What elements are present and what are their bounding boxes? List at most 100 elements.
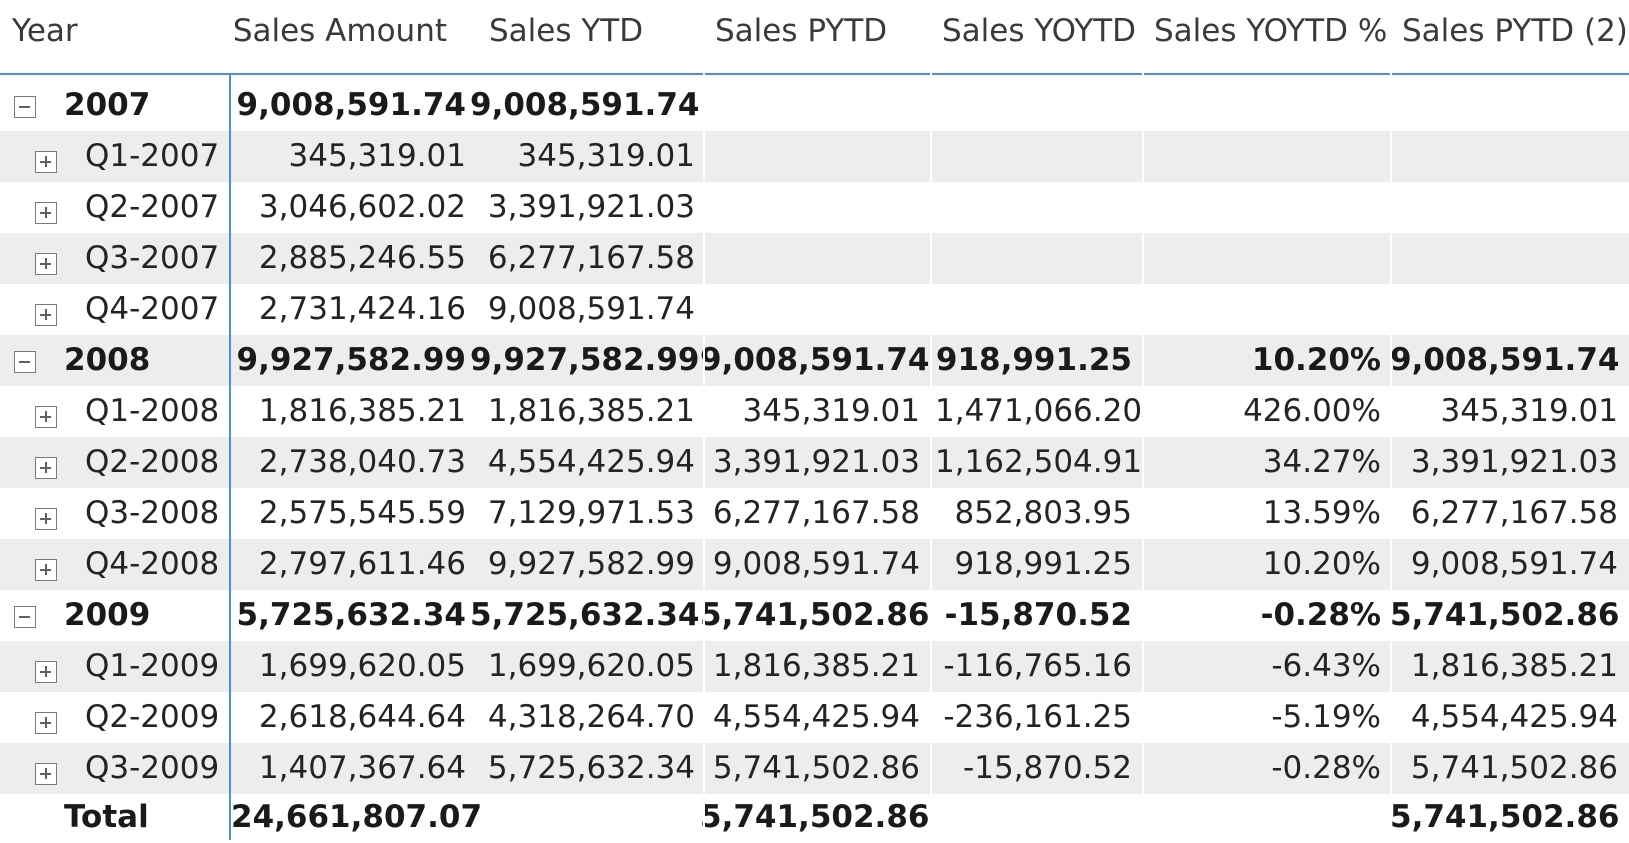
column-header-sales-pytd[interactable]: Sales PYTD: [715, 13, 888, 49]
expand-icon[interactable]: [35, 406, 57, 428]
column-header-year[interactable]: Year: [12, 13, 78, 49]
expand-icon[interactable]: [35, 661, 57, 683]
cell-sales-pytd-2: 6,277,167.58: [1410, 495, 1618, 531]
quarter-row: Q2-2009 2,618,644.64 4,318,264.70 4,554,425…: [0, 692, 1629, 743]
cell-sales-yoytd: -116,765.16: [943, 648, 1132, 684]
quarter-label[interactable]: Q4-2008: [85, 546, 220, 582]
cell-sales-amount: 2,575,545.59: [258, 495, 466, 531]
cell-sales-pytd-2: 4,554,425.94: [1410, 699, 1618, 735]
expand-icon[interactable]: [35, 508, 57, 530]
cell-sales-pytd-2: [1390, 233, 1618, 284]
cell-sales-pytd-2: 345,319.01: [1440, 393, 1619, 429]
cell-sales-pytd: 9,008,591.74: [712, 546, 920, 582]
quarter-row: Q4-2008 2,797,611.46 9,927,582.99 9,008,591…: [0, 539, 1629, 590]
cell-sales-pytd-2: 5,741,502.86: [1390, 597, 1620, 633]
cell-sales-yoytd: 918,991.25: [935, 342, 1132, 378]
cell-sales-pytd-2: 3,391,921.03: [1410, 444, 1618, 480]
cell-sales-yoytd-pct: -0.28%: [1260, 597, 1381, 633]
quarter-row: Q3-2009 1,407,367.64 5,725,632.34 5,741,502…: [0, 743, 1629, 794]
column-header-sales-ytd[interactable]: Sales YTD: [489, 13, 644, 49]
expand-icon[interactable]: [35, 202, 57, 224]
year-label[interactable]: 2008: [64, 342, 151, 378]
year-label[interactable]: 2009: [64, 597, 151, 633]
quarter-label[interactable]: Q3-2009: [85, 750, 220, 786]
expand-icon[interactable]: [35, 151, 57, 173]
expand-icon[interactable]: [35, 457, 57, 479]
expand-icon[interactable]: [35, 712, 57, 734]
year-row: 2007 9,008,591.74 9,008,591.74: [0, 80, 1629, 131]
quarter-row: Q1-2008 1,816,385.21 1,816,385.21 345,319.0…: [0, 386, 1629, 437]
quarter-label[interactable]: Q4-2007: [85, 291, 220, 327]
cell-sales-yoytd-pct: [1145, 182, 1381, 233]
cell-sales-pytd-2: [1390, 131, 1618, 182]
cell-sales-pytd: 3,391,921.03: [712, 444, 920, 480]
collapse-icon[interactable]: [14, 351, 36, 373]
cell-sales-amount: 9,008,591.74: [236, 87, 466, 123]
cell-sales-pytd: 4,554,425.94: [712, 699, 920, 735]
quarter-label[interactable]: Q2-2007: [85, 189, 220, 225]
cell-sales-yoytd: 1,471,066.20: [935, 393, 1143, 429]
column-separator: [1142, 0, 1144, 840]
quarter-label[interactable]: Q3-2008: [85, 495, 220, 531]
expand-icon[interactable]: [35, 253, 57, 275]
cell-sales-pytd: 1,816,385.21: [712, 648, 920, 684]
cell-sales-yoytd: -15,870.52: [944, 597, 1132, 633]
quarter-label[interactable]: Q1-2008: [85, 393, 220, 429]
column-header-sales-amount[interactable]: Sales Amount: [232, 13, 447, 49]
total-row: Total 24,661,807.07 5,741,502.86 5,741,5…: [0, 792, 1629, 843]
year-label[interactable]: 2007: [64, 87, 151, 123]
cell-sales-ytd: 5,725,632.34: [487, 750, 695, 786]
cell-sales-amount: 1,816,385.21: [258, 393, 466, 429]
quarter-label[interactable]: Q1-2009: [85, 648, 220, 684]
cell-sales-yoytd-pct: [1145, 131, 1381, 182]
total-sales-yoytd-pct: [1145, 792, 1381, 843]
cell-sales-yoytd: 1,162,504.91: [935, 444, 1143, 480]
quarter-row: Q3-2008 2,575,545.59 7,129,971.53 6,277,167…: [0, 488, 1629, 539]
cell-sales-pytd-2: [1390, 182, 1618, 233]
quarter-row: Q2-2008 2,738,040.73 4,554,425.94 3,391,921…: [0, 437, 1629, 488]
cell-sales-pytd: 345,319.01: [742, 393, 921, 429]
cell-sales-pytd-2: 9,008,591.74: [1410, 546, 1618, 582]
quarter-row: Q1-2009 1,699,620.05 1,699,620.05 1,816,385…: [0, 641, 1629, 692]
quarter-label[interactable]: Q3-2007: [85, 240, 220, 276]
quarter-label[interactable]: Q1-2007: [85, 138, 220, 174]
cell-sales-ytd: 4,318,264.70: [487, 699, 695, 735]
column-header-row: Year Sales Amount Sales YTD Sales PYTD S…: [0, 0, 1629, 75]
cell-sales-yoytd-pct: 13.59%: [1262, 495, 1381, 531]
cell-sales-pytd-2: [1390, 284, 1618, 335]
column-header-sales-yoytd-pct[interactable]: Sales YOYTD %: [1154, 13, 1388, 49]
expand-icon[interactable]: [35, 304, 57, 326]
cell-sales-amount: 2,797,611.46: [258, 546, 466, 582]
cell-sales-pytd: [700, 80, 920, 131]
cell-sales-yoytd: -236,161.25: [943, 699, 1132, 735]
cell-sales-yoytd: [935, 182, 1132, 233]
cell-sales-yoytd: [935, 284, 1132, 335]
cell-sales-ytd: 6,277,167.58: [487, 240, 695, 276]
cell-sales-ytd: 9,927,582.99: [470, 342, 700, 378]
quarter-label[interactable]: Q2-2008: [85, 444, 220, 480]
cell-sales-amount: 9,927,582.99: [236, 342, 466, 378]
quarter-row: Q3-2007 2,885,246.55 6,277,167.58: [0, 233, 1629, 284]
cell-sales-ytd: 5,725,632.34: [470, 597, 700, 633]
cell-sales-pytd-2: 1,816,385.21: [1410, 648, 1618, 684]
cell-sales-yoytd-pct: -6.43%: [1271, 648, 1381, 684]
quarter-row: Q4-2007 2,731,424.16 9,008,591.74: [0, 284, 1629, 335]
column-header-sales-pytd-2[interactable]: Sales PYTD (2): [1402, 13, 1628, 49]
total-sales-pytd: 5,741,502.86: [700, 799, 930, 835]
collapse-icon[interactable]: [14, 96, 36, 118]
cell-sales-ytd: 7,129,971.53: [487, 495, 695, 531]
quarter-row: Q1-2007 345,319.01 345,319.01: [0, 131, 1629, 182]
expand-icon[interactable]: [35, 559, 57, 581]
total-sales-ytd: [470, 792, 695, 843]
collapse-icon[interactable]: [14, 606, 36, 628]
column-header-sales-yoytd[interactable]: Sales YOYTD: [942, 13, 1137, 49]
quarter-label[interactable]: Q2-2009: [85, 699, 220, 735]
cell-sales-ytd: 3,391,921.03: [487, 189, 695, 225]
cell-sales-yoytd-pct: 426.00%: [1243, 393, 1381, 429]
cell-sales-yoytd-pct: 34.27%: [1262, 444, 1381, 480]
column-separator: [1390, 0, 1392, 840]
cell-sales-yoytd-pct: 10.20%: [1251, 342, 1381, 378]
expand-icon[interactable]: [35, 763, 57, 785]
cell-sales-pytd: 6,277,167.58: [712, 495, 920, 531]
